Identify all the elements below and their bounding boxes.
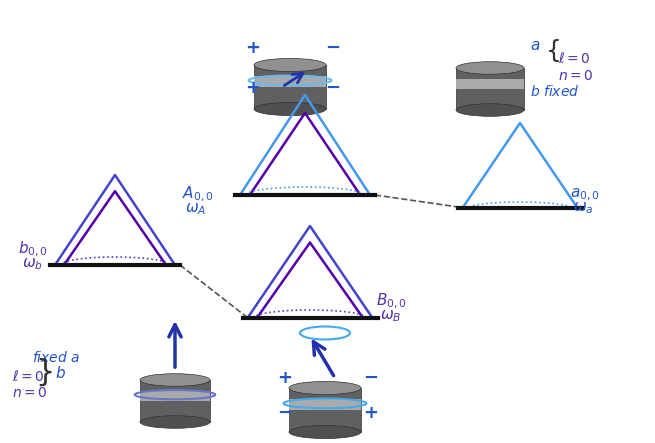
Text: +: + (245, 39, 260, 57)
FancyBboxPatch shape (254, 76, 326, 87)
Text: $\omega_a$: $\omega_a$ (573, 200, 593, 216)
Ellipse shape (456, 62, 524, 74)
Ellipse shape (254, 102, 326, 116)
Text: $a$: $a$ (530, 38, 540, 53)
Text: $n = 0$: $n = 0$ (12, 386, 48, 400)
Text: +: + (363, 404, 378, 422)
FancyBboxPatch shape (289, 399, 361, 410)
Ellipse shape (289, 381, 361, 395)
Text: $\ell = 0$: $\ell = 0$ (12, 369, 45, 384)
Text: −: − (277, 404, 292, 422)
Ellipse shape (254, 58, 326, 72)
Text: $n = 0$: $n = 0$ (558, 69, 593, 83)
Text: $A_{0,0}$: $A_{0,0}$ (182, 184, 214, 204)
Text: $\omega_b$: $\omega_b$ (22, 256, 43, 272)
Text: fixed $a$: fixed $a$ (32, 350, 81, 365)
Text: $b_{0,0}$: $b_{0,0}$ (18, 239, 48, 259)
FancyBboxPatch shape (140, 390, 210, 401)
Text: −: − (325, 39, 340, 57)
FancyBboxPatch shape (289, 388, 361, 432)
Text: +: + (245, 79, 260, 97)
Text: $b$: $b$ (55, 365, 66, 381)
Ellipse shape (140, 416, 210, 428)
Text: $\}$: $\}$ (35, 357, 52, 389)
Text: $\{$: $\{$ (545, 37, 560, 64)
Text: −: − (363, 369, 378, 387)
Text: $B_{0,0}$: $B_{0,0}$ (376, 291, 407, 311)
FancyBboxPatch shape (456, 78, 524, 89)
Text: −: − (325, 79, 340, 97)
FancyBboxPatch shape (140, 380, 210, 422)
Text: +: + (277, 369, 292, 387)
FancyBboxPatch shape (254, 65, 326, 109)
Text: $b$ fixed: $b$ fixed (530, 84, 580, 99)
FancyBboxPatch shape (456, 68, 524, 110)
Ellipse shape (456, 104, 524, 117)
Text: $a_{0,0}$: $a_{0,0}$ (570, 187, 600, 203)
Ellipse shape (289, 425, 361, 439)
Ellipse shape (140, 374, 210, 386)
Text: $\ell = 0$: $\ell = 0$ (558, 51, 591, 66)
Text: $\omega_A$: $\omega_A$ (185, 201, 206, 217)
Text: $\omega_B$: $\omega_B$ (380, 308, 402, 324)
